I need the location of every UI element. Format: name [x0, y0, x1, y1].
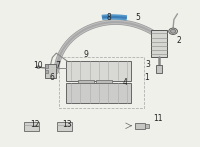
Text: 6: 6 — [50, 73, 55, 82]
Text: 9: 9 — [84, 50, 89, 59]
Bar — [156, 66, 162, 73]
Bar — [66, 83, 131, 103]
Text: 11: 11 — [153, 114, 162, 123]
Text: 5: 5 — [135, 13, 140, 22]
Bar — [151, 30, 167, 57]
Bar — [59, 57, 144, 108]
Ellipse shape — [36, 66, 40, 68]
Bar — [145, 124, 149, 128]
Bar — [96, 81, 112, 83]
Bar — [135, 123, 145, 128]
Text: 10: 10 — [34, 61, 43, 70]
Bar — [24, 122, 39, 131]
Bar — [45, 64, 48, 67]
Text: 13: 13 — [62, 120, 72, 129]
Bar — [45, 64, 56, 78]
Bar — [78, 81, 94, 83]
Bar — [45, 70, 48, 73]
Text: 7: 7 — [55, 61, 60, 70]
Text: 3: 3 — [145, 60, 150, 69]
Text: 8: 8 — [107, 13, 111, 22]
Bar — [66, 61, 131, 81]
Text: 1: 1 — [144, 73, 149, 82]
Text: 4: 4 — [122, 78, 127, 87]
Ellipse shape — [171, 29, 176, 33]
Ellipse shape — [169, 28, 177, 35]
Bar — [57, 122, 72, 131]
Text: 2: 2 — [176, 36, 181, 45]
Text: 12: 12 — [30, 120, 39, 129]
